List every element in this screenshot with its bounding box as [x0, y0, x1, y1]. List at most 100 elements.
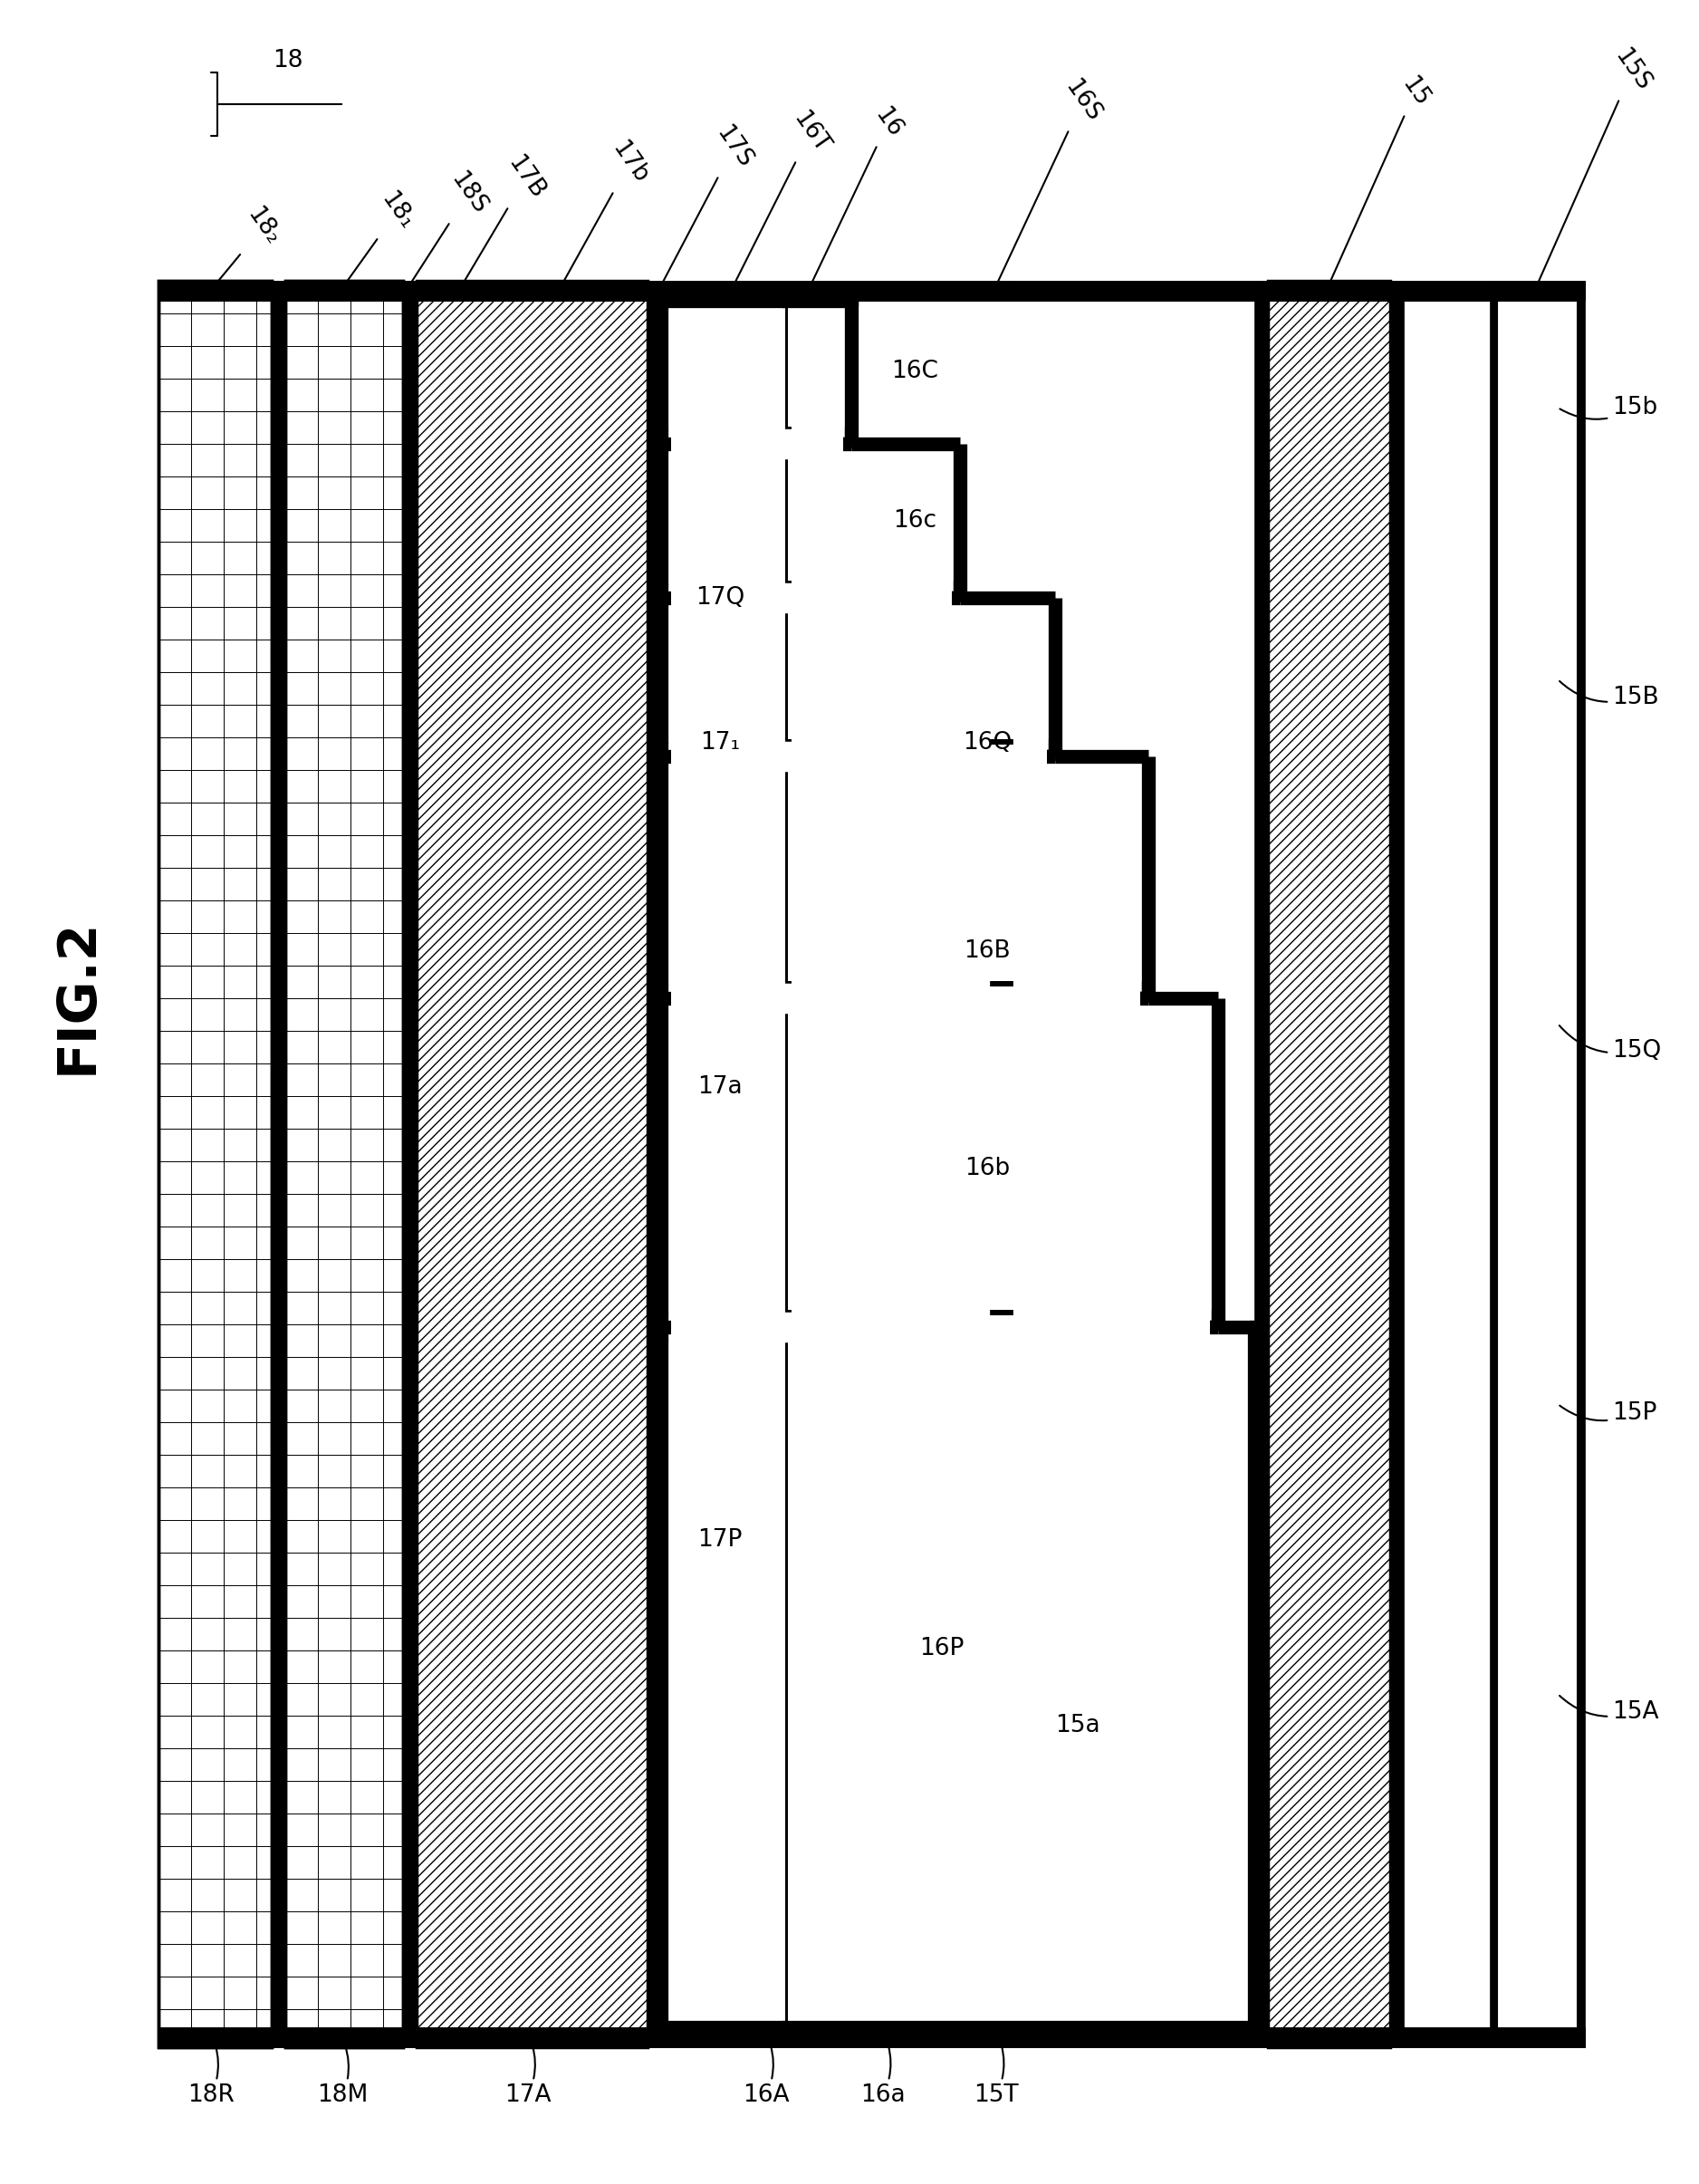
Bar	[856, 430, 1250, 456]
Bar	[858, 306, 955, 430]
Bar	[668, 456, 782, 585]
Text: 17a: 17a	[698, 1075, 742, 1099]
Text: 17P: 17P	[698, 1529, 742, 1551]
Bar	[668, 612, 782, 743]
Bar	[671, 432, 843, 456]
Text: 15T: 15T	[974, 2044, 1018, 2108]
Text: 16A: 16A	[742, 2044, 790, 2108]
Bar	[668, 450, 782, 585]
Bar	[970, 450, 1245, 579]
Text: 15B: 15B	[1560, 681, 1658, 710]
Bar	[668, 1005, 782, 1313]
Bar	[661, 1315, 788, 1339]
Bar	[158, 2027, 1585, 2046]
Bar	[788, 1002, 1213, 1310]
Bar	[666, 1315, 783, 1339]
Bar	[1155, 762, 1213, 985]
Bar	[158, 282, 272, 2046]
Text: 18M: 18M	[318, 2044, 369, 2108]
Bar	[666, 773, 783, 981]
Text: 16S: 16S	[997, 76, 1104, 284]
Bar	[668, 771, 782, 985]
Bar	[1225, 1005, 1249, 1313]
Text: 17S: 17S	[663, 122, 756, 284]
Bar	[666, 430, 783, 456]
Bar	[788, 306, 846, 426]
Text: 18R: 18R	[187, 2044, 234, 2108]
Bar	[671, 1315, 1210, 1339]
Bar	[661, 585, 788, 612]
Bar	[1390, 282, 1403, 2046]
Text: 16C: 16C	[892, 360, 938, 382]
Bar	[661, 301, 1254, 2027]
Bar	[1228, 1005, 1245, 1308]
Bar	[661, 745, 788, 769]
Bar	[666, 432, 782, 456]
Bar	[158, 282, 272, 2046]
Bar	[666, 461, 783, 581]
Bar	[666, 745, 783, 769]
Text: 16a: 16a	[860, 2044, 906, 2108]
Bar	[1223, 1315, 1250, 1339]
Bar	[416, 282, 647, 2046]
Text: 16Q: 16Q	[963, 732, 1011, 753]
Text: 15Q: 15Q	[1560, 1026, 1662, 1064]
Bar	[788, 603, 1050, 738]
Bar	[965, 450, 1250, 594]
Text: 16b: 16b	[965, 1158, 1009, 1179]
Bar	[666, 585, 782, 609]
Bar	[856, 306, 1250, 439]
Text: 18₂: 18₂	[216, 203, 284, 284]
Bar	[1154, 762, 1250, 994]
Bar	[666, 1345, 783, 2022]
Text: FIG.2: FIG.2	[51, 917, 104, 1075]
Text: 15P: 15P	[1560, 1402, 1657, 1424]
Bar	[965, 585, 1250, 612]
Bar	[1490, 282, 1585, 2046]
Bar	[668, 1341, 782, 2014]
Bar	[1065, 603, 1245, 738]
Bar	[1060, 745, 1250, 769]
Bar	[1223, 1005, 1250, 1324]
Bar	[668, 306, 782, 430]
Bar	[991, 282, 1013, 2046]
Bar	[668, 1011, 782, 1313]
Bar	[666, 745, 782, 769]
Bar	[666, 985, 783, 1011]
Bar	[158, 282, 1585, 301]
Bar	[1218, 998, 1254, 1328]
Text: 17A: 17A	[505, 2044, 550, 2108]
Bar	[661, 430, 788, 456]
Text: 18₁: 18₁	[345, 188, 418, 284]
Bar	[671, 745, 1047, 769]
Bar	[1159, 762, 1245, 981]
Text: 16: 16	[812, 105, 906, 284]
Bar	[1149, 756, 1254, 998]
Bar	[285, 282, 403, 2046]
Bar	[960, 443, 1254, 598]
Bar	[666, 987, 782, 1009]
Bar	[647, 282, 661, 2046]
Text: 16T: 16T	[734, 107, 833, 284]
Text: 18S: 18S	[411, 168, 491, 284]
Text: 15S: 15S	[1538, 46, 1655, 284]
Text: 16P: 16P	[919, 1636, 965, 1660]
Bar	[1154, 985, 1250, 1011]
Bar	[788, 448, 955, 581]
Text: 15A: 15A	[1560, 1695, 1658, 1723]
Bar	[285, 282, 403, 2046]
Bar	[666, 306, 783, 426]
Text: 15a: 15a	[1055, 1714, 1101, 1738]
Bar	[788, 760, 1143, 981]
Text: 16B: 16B	[963, 939, 1011, 963]
Bar	[666, 1315, 782, 1339]
Bar	[666, 616, 783, 738]
Bar	[1062, 603, 1143, 743]
Bar	[1497, 288, 1578, 2040]
Bar	[666, 1016, 783, 1310]
Text: 15: 15	[1330, 72, 1434, 284]
Bar	[668, 603, 782, 743]
Bar	[851, 301, 1254, 443]
Bar	[403, 282, 416, 2046]
Bar	[671, 987, 1140, 1009]
